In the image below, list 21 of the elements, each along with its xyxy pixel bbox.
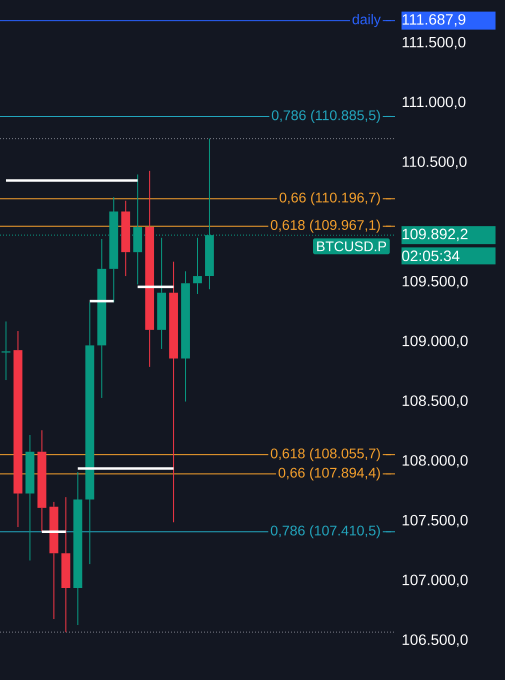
y-tick-label: 108.500,0	[402, 395, 468, 408]
ref-line-label: BTCUSD.P	[317, 241, 386, 252]
ref-line-label: 0,618 (108.055,7)	[270, 448, 380, 462]
y-tick-label: 106.500,0	[402, 634, 468, 647]
text: 02:05:34	[402, 250, 460, 262]
y-tick-label: 111.687,9	[402, 14, 466, 26]
ref-line-label: 0,618 (109.967,1)	[270, 220, 380, 233]
y-tick-label: 111.000,0	[402, 96, 466, 109]
y-tick-label: 108.000,0	[402, 455, 468, 468]
y-tick-label: 109.000,0	[402, 336, 468, 348]
y-tick-label: 107.500,0	[402, 514, 468, 528]
y-tick-label: 107.000,0	[402, 574, 468, 587]
ref-line-label: daily	[352, 14, 381, 28]
y-tick-label: 109.892,2	[402, 228, 468, 242]
ref-line-label: 0,66 (110.196,7)	[280, 192, 380, 206]
ref-line-label: 0,66 (107.894,4)	[278, 467, 380, 480]
ref-line-label: 0,786 (107.410,5)	[270, 525, 380, 538]
ref-line-label: 0,786 (110.885,5)	[272, 110, 380, 123]
y-tick-label: 109.500,0	[402, 276, 468, 288]
y-tick-label: 110.500,0	[402, 156, 467, 169]
y-tick-label: 111.500,0	[402, 36, 466, 50]
